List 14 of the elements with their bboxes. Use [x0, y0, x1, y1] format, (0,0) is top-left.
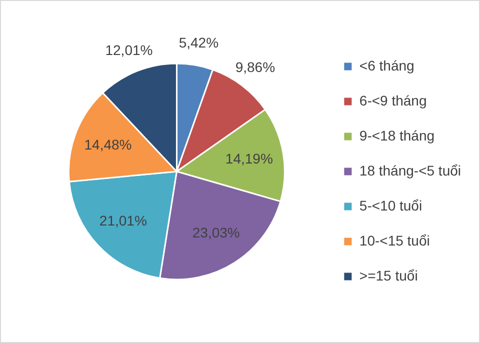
legend-label: 6-<9 tháng [359, 92, 427, 108]
data-label: 5,42% [178, 34, 219, 51]
data-label: 14,19% [225, 150, 273, 166]
legend-label: <6 tháng [359, 57, 414, 74]
data-label: 21,01% [99, 212, 147, 229]
legend-label: 10-<15 tuổi [359, 232, 430, 248]
legend-label: 18 tháng-<5 tuổi [359, 162, 462, 178]
data-label: 9,86% [235, 59, 276, 76]
legend-label: 9-<18 tháng [359, 127, 435, 144]
legend-label: 5-<10 tuổi [359, 197, 422, 214]
data-label: 12,01% [105, 42, 153, 58]
legend-label: >=15 tuổi [359, 267, 418, 284]
data-label: 23,03% [192, 224, 240, 240]
data-label: 14,48% [84, 136, 132, 152]
